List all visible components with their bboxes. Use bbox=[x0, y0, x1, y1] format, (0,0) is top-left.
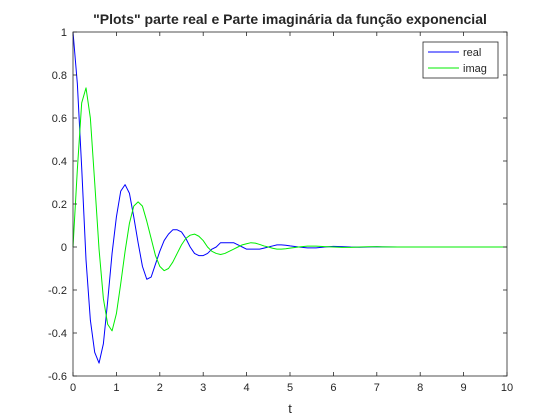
x-tick-label: 4 bbox=[244, 382, 250, 394]
axes-background bbox=[73, 32, 507, 376]
x-tick-label: 10 bbox=[501, 382, 513, 394]
y-tick-label: 1 bbox=[61, 27, 67, 39]
y-tick-label: -0.2 bbox=[48, 285, 67, 297]
x-tick-label: 1 bbox=[113, 382, 119, 394]
y-tick-label: 0.2 bbox=[52, 199, 67, 211]
legend-label-imag: imag bbox=[463, 63, 487, 75]
x-tick-label: 6 bbox=[330, 382, 336, 394]
x-axis-label: t bbox=[288, 401, 292, 416]
x-tick-label: 9 bbox=[461, 382, 467, 394]
y-tick-label: 0 bbox=[61, 242, 67, 254]
series-line-imag bbox=[72, 87, 507, 332]
series-line-real bbox=[72, 31, 507, 364]
x-tick-label: 5 bbox=[287, 382, 293, 394]
x-tick-label: 2 bbox=[157, 382, 163, 394]
x-tick-label: 7 bbox=[374, 382, 380, 394]
series-layer bbox=[72, 31, 507, 364]
x-axis: 0 1 2 3 4 5 6 7 8 9 10 bbox=[70, 32, 513, 394]
x-tick-label: 3 bbox=[200, 382, 206, 394]
y-axis: -0.6 -0.4 -0.2 0 0.2 0.4 0.6 0.8 1 bbox=[48, 27, 507, 383]
y-tick-label: -0.6 bbox=[48, 371, 67, 383]
legend-box bbox=[422, 41, 499, 79]
legend: real imag bbox=[422, 41, 499, 79]
chart-title: "Plots" parte real e Parte imaginária da… bbox=[93, 11, 487, 27]
plot-area bbox=[72, 31, 508, 377]
y-tick-label: -0.4 bbox=[48, 328, 67, 340]
y-tick-label: 0.8 bbox=[52, 70, 67, 82]
y-tick-label: 0.4 bbox=[52, 156, 67, 168]
legend-label-real: real bbox=[463, 47, 481, 59]
x-tick-label: 8 bbox=[417, 382, 423, 394]
x-tick-label: 0 bbox=[70, 382, 76, 394]
y-tick-label: 0.6 bbox=[52, 113, 67, 125]
